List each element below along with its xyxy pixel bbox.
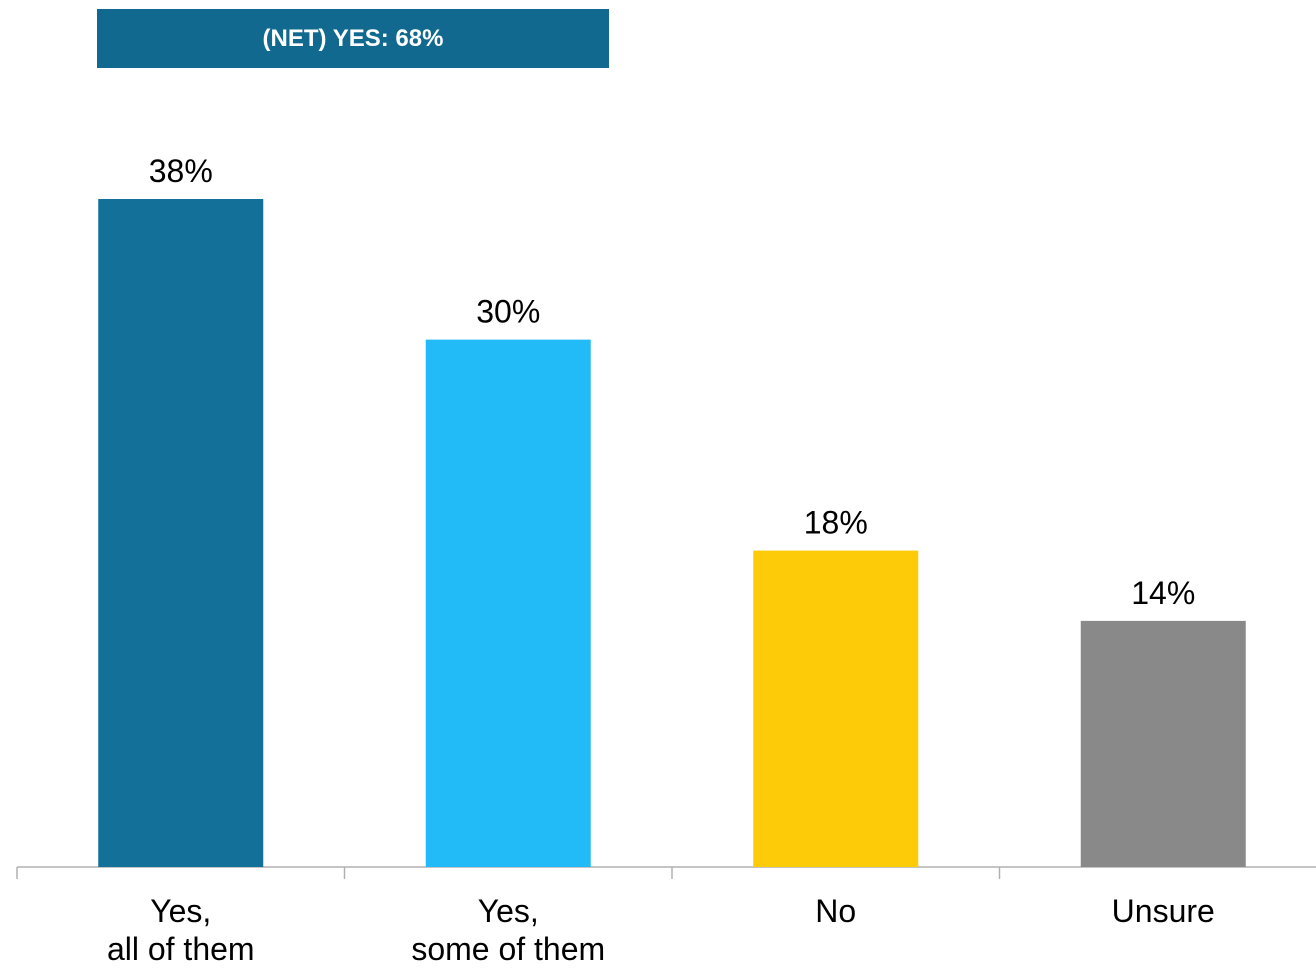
category-label-line: Yes,	[150, 893, 211, 929]
category-label-line: Yes,	[478, 893, 539, 929]
bar	[1080, 620, 1246, 867]
bar	[753, 550, 919, 867]
category-label: Yes, some of them	[411, 893, 605, 967]
bar	[98, 199, 264, 867]
bars-group	[98, 199, 1246, 867]
bar	[425, 339, 591, 867]
value-labels-group: 38% 30% 18% 14%	[149, 153, 1196, 611]
bar-value-label: 38%	[149, 153, 213, 189]
category-label-line: all of them	[107, 931, 255, 967]
x-axis-ticks	[16, 867, 1001, 879]
bar-value-label: 14%	[1131, 575, 1195, 611]
bar-value-label: 30%	[476, 294, 540, 330]
net-yes-banner-text: (NET) YES: 68%	[262, 24, 444, 52]
category-label-line: Unsure	[1112, 893, 1215, 929]
category-label: Yes, all of them	[107, 893, 255, 967]
category-label: Unsure	[1112, 893, 1215, 929]
category-label-line: No	[815, 893, 856, 929]
category-label: No	[815, 893, 856, 929]
net-yes-banner: (NET) YES: 68%	[97, 9, 609, 68]
category-label-line: some of them	[411, 931, 605, 967]
bar-value-label: 18%	[804, 505, 868, 541]
